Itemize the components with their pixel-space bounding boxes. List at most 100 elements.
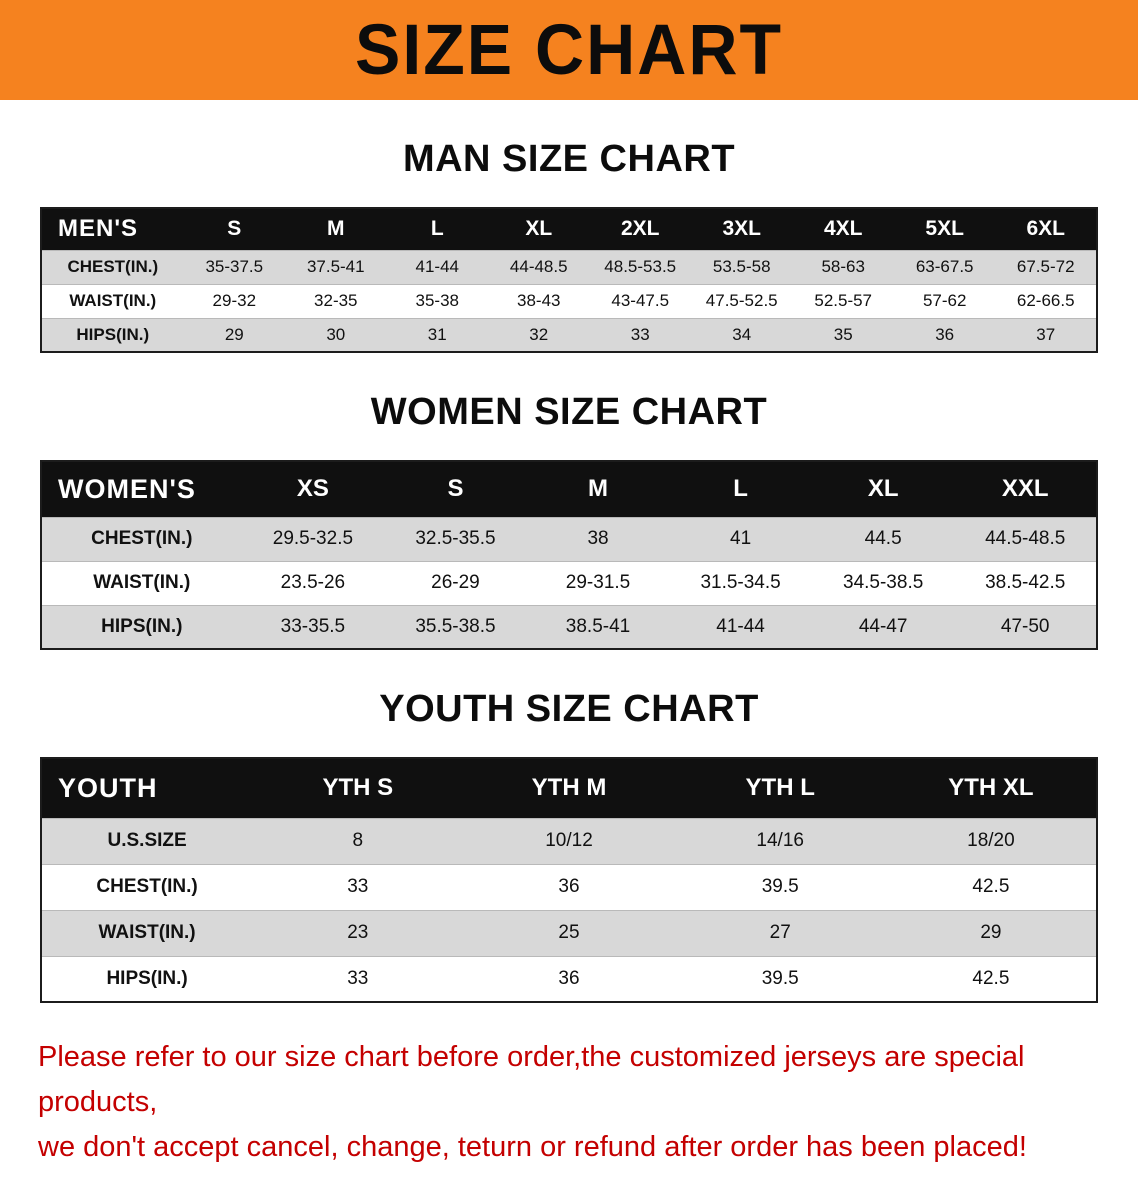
- size-column-header: YTH M: [463, 758, 675, 818]
- size-value-cell: 62-66.5: [1016, 291, 1075, 310]
- size-column-header: YTH S: [252, 758, 464, 818]
- size-column-header: 6XL: [995, 208, 1097, 250]
- size-value-cell: 26-29: [431, 572, 480, 593]
- youth-size-chart-section: YOUTH SIZE CHART YOUTH YTH S YTH M YTH L YTH…: [0, 688, 1138, 1003]
- size-value-cell: 18/20: [967, 830, 1015, 851]
- order-notice: Please refer to our size chart before or…: [38, 1035, 1100, 1170]
- size-value-cell: 48.5-53.5: [604, 257, 677, 276]
- table-row: CHEST(IN.) 33 36 39.5 42.5: [41, 864, 1097, 910]
- size-value-cell: 25: [558, 922, 580, 943]
- measurement-label: HIPS(IN.): [76, 324, 150, 344]
- size-value-cell: 14/16: [756, 830, 804, 851]
- size-value-cell: 34: [732, 324, 752, 344]
- size-value-cell: 38.5-42.5: [985, 572, 1066, 593]
- size-value-cell: 36: [558, 876, 580, 897]
- table-corner-label: MEN'S: [41, 208, 184, 250]
- measurement-label: HIPS(IN.): [106, 967, 188, 989]
- size-column-header: YTH L: [674, 758, 886, 818]
- size-value-cell: 47-50: [1000, 615, 1050, 637]
- size-column-header: 2XL: [589, 208, 691, 250]
- size-column-header: 5XL: [893, 208, 996, 250]
- size-value-cell: 33: [630, 324, 650, 344]
- women-size-table: WOMEN'S XS S M L XL XXL CHEST(IN.) 29.5-32.5 32.5…: [40, 460, 1098, 650]
- size-column-header: XL: [811, 461, 955, 517]
- size-value-cell: 32.5-35.5: [415, 528, 496, 549]
- size-value-cell: 58-63: [821, 257, 865, 276]
- size-value-cell: 33-35.5: [280, 615, 346, 637]
- youth-size-chart-heading: YOUTH SIZE CHART: [379, 688, 759, 730]
- size-value-cell: 44-47: [858, 615, 908, 637]
- size-value-cell: 44-48.5: [509, 257, 568, 276]
- women-size-chart-heading: WOMEN SIZE CHART: [370, 391, 768, 433]
- size-value-cell: 32-35: [314, 291, 358, 310]
- size-value-cell: 31: [427, 324, 447, 344]
- size-value-cell: 30: [326, 324, 346, 344]
- size-value-cell: 29.5-32.5: [272, 528, 354, 549]
- size-value-cell: 67.5-72: [1016, 257, 1075, 276]
- table-row: WAIST(IN.) 23.5-26 26-29 29-31.5 31.5-34.5 34…: [41, 561, 1097, 605]
- notice-line: Please refer to our size chart before or…: [38, 1041, 1025, 1118]
- size-value-cell: 35-37.5: [205, 257, 264, 276]
- size-value-cell: 32: [529, 324, 549, 344]
- table-row: WAIST(IN.) 23 25 27 29: [41, 910, 1097, 956]
- size-value-cell: 29-31.5: [565, 572, 631, 593]
- size-value-cell: 29: [224, 324, 244, 344]
- measurement-label: WAIST(IN.): [93, 572, 191, 593]
- size-value-cell: 44.5: [864, 528, 902, 549]
- size-value-cell: 38.5-41: [565, 615, 631, 637]
- measurement-label: CHEST(IN.): [67, 257, 159, 276]
- size-column-header: S: [384, 461, 527, 517]
- measurement-label: CHEST(IN.): [96, 876, 198, 897]
- size-value-cell: 44.5-48.5: [985, 528, 1066, 549]
- size-value-cell: 41-44: [716, 615, 765, 637]
- measurement-label: WAIST(IN.): [69, 291, 157, 310]
- size-column-header: L: [386, 208, 488, 250]
- size-column-header: 4XL: [792, 208, 894, 250]
- size-value-cell: 57-62: [922, 291, 967, 310]
- size-column-header: M: [285, 208, 387, 250]
- men-size-chart-section: MAN SIZE CHART MEN'S S M L XL 2XL 3XL 4XL 5XL 6XL…: [0, 138, 1138, 353]
- size-column-header: 3XL: [690, 208, 793, 250]
- size-value-cell: 43-47.5: [611, 291, 670, 310]
- size-value-cell: 35.5-38.5: [415, 615, 496, 637]
- page-title: SIZE CHART: [355, 10, 783, 90]
- size-value-cell: 36: [558, 967, 580, 989]
- men-size-chart-heading: MAN SIZE CHART: [402, 138, 736, 180]
- measurement-label: WAIST(IN.): [98, 922, 196, 943]
- size-value-cell: 47.5-52.5: [705, 291, 778, 310]
- size-column-header: XS: [241, 461, 385, 517]
- table-corner-label: YOUTH: [41, 758, 253, 818]
- size-value-cell: 23.5-26: [280, 572, 346, 593]
- youth-size-table: YOUTH YTH S YTH M YTH L YTH XL U.S.SIZE 8 10/12…: [40, 757, 1098, 1003]
- table-row: WAIST(IN.) 29-32 32-35 35-38 38-43 43-47.5 47.…: [41, 284, 1097, 318]
- size-value-cell: 29-32: [212, 291, 257, 310]
- size-value-cell: 23: [347, 922, 369, 943]
- table-row: CHEST(IN.) 29.5-32.5 32.5-35.5 38 41 44.5 44.5…: [41, 517, 1097, 561]
- size-value-cell: 33: [347, 876, 369, 897]
- table-row: HIPS(IN.) 33 36 39.5 42.5: [41, 956, 1097, 1002]
- size-value-cell: 37: [1036, 324, 1056, 344]
- size-value-cell: 33: [347, 967, 369, 989]
- size-value-cell: 34.5-38.5: [843, 572, 924, 593]
- size-value-cell: 29: [980, 922, 1002, 943]
- measurement-label: CHEST(IN.): [91, 528, 193, 549]
- table-row: HIPS(IN.) 33-35.5 35.5-38.5 38.5-41 41-44 44-…: [41, 605, 1097, 649]
- size-value-cell: 38: [587, 528, 609, 549]
- table-row: HIPS(IN.) 29 30 31 32 33 34 35 36 37: [41, 318, 1097, 352]
- size-value-cell: 42.5: [972, 876, 1010, 897]
- women-size-chart-section: WOMEN SIZE CHART WOMEN'S XS S M L XL XXL CHEST(…: [0, 391, 1138, 650]
- size-value-cell: 63-67.5: [915, 257, 974, 276]
- size-column-header: YTH XL: [885, 758, 1097, 818]
- size-column-header: L: [669, 461, 812, 517]
- size-value-cell: 53.5-58: [712, 257, 771, 276]
- size-value-cell: 31.5-34.5: [700, 572, 781, 593]
- table-header-row: WOMEN'S XS S M L XL XXL: [41, 461, 1097, 517]
- size-value-cell: 41-44: [415, 257, 459, 276]
- men-size-table: MEN'S S M L XL 2XL 3XL 4XL 5XL 6XL CHEST(IN.) 35-37…: [40, 207, 1098, 353]
- size-value-cell: 38-43: [517, 291, 561, 310]
- size-value-cell: 10/12: [545, 830, 593, 851]
- measurement-label: U.S.SIZE: [107, 830, 187, 851]
- size-value-cell: 35: [833, 324, 853, 344]
- size-value-cell: 37.5-41: [306, 257, 365, 276]
- size-column-header: XL: [488, 208, 590, 250]
